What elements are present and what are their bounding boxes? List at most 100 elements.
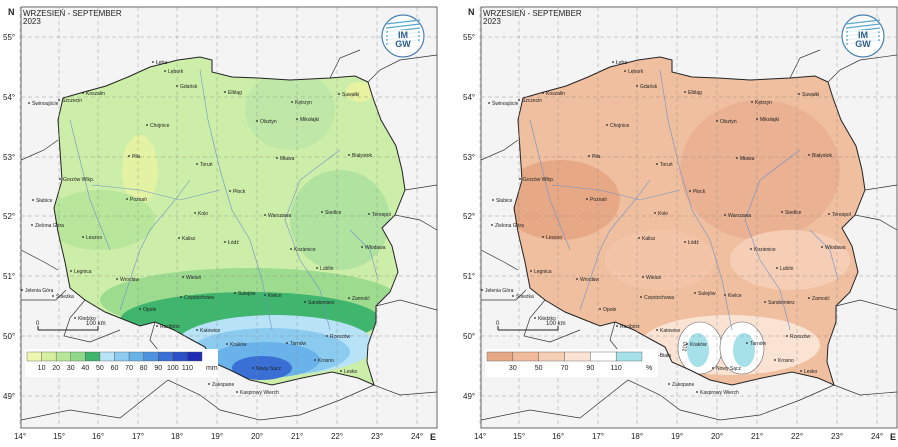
city-dot [612, 61, 614, 63]
city-dot [82, 236, 84, 238]
legend-value: 40 [81, 365, 89, 372]
city-dot [236, 391, 238, 393]
legend-value: 70 [561, 365, 569, 372]
city-dot [180, 296, 182, 298]
city-dot [756, 118, 758, 120]
legend-swatch [55, 351, 71, 362]
lat-label: 54° [463, 93, 475, 102]
rivers [529, 69, 839, 331]
lon-label: 18° [631, 432, 643, 441]
lat-label: 54° [3, 93, 15, 102]
city-label: Leszno [86, 235, 102, 241]
legend-unit: mm [206, 365, 218, 372]
city-label: Kielce [728, 293, 742, 299]
city-label: Poznań [590, 197, 607, 203]
legend-swatch [128, 351, 144, 362]
value-zones: 100 [514, 100, 850, 375]
city-dot [696, 391, 698, 393]
border-line [394, 214, 438, 231]
city-label: Sandomierz [308, 300, 335, 306]
city-dot [656, 329, 658, 331]
city-dot [491, 224, 493, 226]
city-dot [296, 118, 298, 120]
city-label: Zakopane [212, 382, 234, 388]
city-dot [636, 85, 638, 87]
legend-value: 100 [167, 365, 179, 372]
legend-value: 10 [38, 365, 46, 372]
city-dot [264, 294, 266, 296]
border-line [20, 139, 59, 161]
city-label: Gorzów Wlkp. [63, 177, 94, 183]
legend-swatch [143, 351, 159, 362]
city-dot [781, 211, 783, 213]
city-label: Racibórz [160, 324, 180, 330]
legend-value: 110 [182, 365, 193, 372]
city-dot [786, 335, 788, 337]
city-label: Kasprowy Wierch [240, 390, 279, 396]
city-dot [348, 297, 350, 299]
city-label: Suwałki [342, 92, 359, 98]
lon-label: 22° [331, 432, 343, 441]
border-line [367, 54, 438, 83]
city-dot [74, 317, 76, 319]
city-dot [616, 325, 618, 327]
city-label: Łeba [156, 60, 167, 66]
city-label: Legnica [74, 269, 92, 275]
city-dot [654, 212, 656, 214]
city-dot [152, 61, 154, 63]
city-dot [82, 92, 84, 94]
zone [514, 160, 620, 240]
city-label: Sulejów [698, 291, 716, 297]
east-label: E [890, 432, 896, 442]
scale-dist: 100 km [86, 321, 106, 327]
lat-label: 53° [3, 153, 15, 162]
city-label: Jelenia Góra [485, 288, 514, 294]
logo-text: IM [858, 30, 868, 40]
city-dot [340, 370, 342, 372]
legend-value: 90 [586, 365, 594, 372]
city-dot [624, 70, 626, 72]
logo-stripe [385, 23, 421, 29]
river [529, 119, 571, 251]
border-line [21, 289, 67, 301]
legend-swatch [564, 351, 591, 362]
city-dot [314, 359, 316, 361]
rivers [69, 69, 379, 331]
city-label: Kasprowy Wierch [700, 390, 739, 396]
city-dot [599, 308, 601, 310]
lon-label: 17° [132, 432, 144, 441]
logo-text: IM [398, 30, 408, 40]
city-dot [326, 335, 328, 337]
precipitation-percent-map-panel: 100 55° 54° 53° 52° 51° 50° 49° N 14° 15° 16° 17° 1… [460, 0, 898, 447]
city-dot [798, 93, 800, 95]
city-label: Zakopane [672, 382, 694, 388]
lat-label: 55° [3, 33, 15, 42]
precipitation-map-panel: 55° 54° 53° 52° 51° 50° 49° N 14° 15° 16° 17° 18° 19… [3, 6, 438, 442]
city-dot [252, 367, 254, 369]
city-label: Płock [233, 189, 246, 195]
border-line [789, 49, 821, 79]
border-line [167, 379, 375, 421]
city-dot [686, 343, 688, 345]
precipitation-percent-map: 100 55° 54° 53° 52° 51° 50° 49° N 14° 15° 16° 17° 1… [463, 6, 898, 442]
city-dot [746, 342, 748, 344]
border-line [20, 249, 59, 271]
border-line [480, 249, 519, 271]
city-dot [194, 212, 196, 214]
contour-label: 100 [682, 341, 690, 353]
city-label: Suwałki [802, 92, 819, 98]
river [119, 179, 191, 311]
city-dot [668, 383, 670, 385]
border-line [329, 49, 361, 79]
poland-border [513, 56, 866, 386]
city-dot [492, 199, 494, 201]
city-dot [58, 99, 60, 101]
zone [290, 170, 390, 270]
city-label: Koszalin [86, 91, 105, 97]
city-label: Piła [592, 154, 601, 160]
legend-unit: % [646, 365, 652, 372]
border-line [854, 214, 898, 231]
city-dot [128, 155, 130, 157]
lat-label: 53° [463, 153, 475, 162]
lon-label: 20° [251, 432, 263, 441]
